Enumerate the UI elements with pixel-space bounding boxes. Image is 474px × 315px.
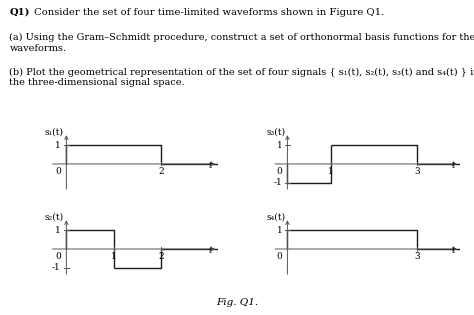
Text: 1: 1 [55, 226, 61, 235]
Text: s₂(t): s₂(t) [45, 212, 64, 221]
Text: t: t [451, 161, 455, 170]
Text: s₁(t): s₁(t) [45, 127, 64, 136]
Text: Fig. Q1.: Fig. Q1. [216, 298, 258, 307]
Text: 3: 3 [414, 167, 419, 176]
Text: 0: 0 [55, 252, 61, 261]
Text: s₄(t): s₄(t) [266, 212, 285, 221]
Text: t: t [451, 246, 455, 255]
Text: -1: -1 [273, 178, 282, 187]
Text: 2: 2 [158, 252, 164, 261]
Text: s₃(t): s₃(t) [266, 127, 285, 136]
Text: 0: 0 [276, 167, 282, 176]
Text: 0: 0 [276, 252, 282, 261]
Text: 2: 2 [158, 167, 164, 176]
Text: t: t [209, 161, 212, 170]
Text: 3: 3 [414, 252, 419, 261]
Text: 1: 1 [328, 167, 333, 176]
Text: 1: 1 [276, 226, 282, 235]
Text: 1: 1 [111, 252, 117, 261]
Text: Q1): Q1) [9, 8, 30, 17]
Text: (a) Using the Gram–Schmidt procedure, construct a set of orthonormal basis funct: (a) Using the Gram–Schmidt procedure, co… [9, 33, 474, 53]
Text: 1: 1 [276, 141, 282, 150]
Text: t: t [209, 246, 212, 255]
Text: 1: 1 [55, 141, 61, 150]
Text: -1: -1 [52, 263, 61, 272]
Text: 0: 0 [55, 167, 61, 176]
Text: (b) Plot the geometrical representation of the set of four signals { s₁(t), s₂(t: (b) Plot the geometrical representation … [9, 68, 474, 87]
Text: Consider the set of four time-limited waveforms shown in Figure Q1.: Consider the set of four time-limited wa… [31, 8, 384, 17]
